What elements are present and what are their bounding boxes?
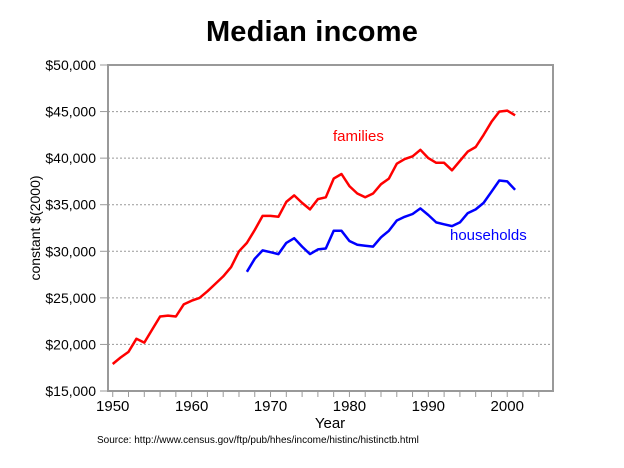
y-tick-label: $30,000 [45,243,96,259]
x-axis: 1950 1960 1970 1980 1990 2000 [96,391,540,415]
series-line-households [245,179,517,273]
y-tick-label: $20,000 [45,336,96,352]
y-tick-label: $25,000 [45,290,96,306]
y-tick-label: $15,000 [45,383,96,399]
y-tick-label: $35,000 [45,197,96,213]
y-tick-label: $40,000 [45,150,96,166]
x-tick-label: 1950 [96,398,129,415]
x-axis-label: Year [315,415,345,432]
x-tick-label: 1960 [175,398,208,415]
series-label-households: households [450,227,527,244]
plot-frame [107,64,554,392]
y-axis-label: constant $(2000) [27,175,43,280]
series-labels: families households [333,128,527,244]
plot-border [107,64,554,392]
x-tick-label: 1970 [254,398,287,415]
series-line-families [111,109,516,365]
x-tick-label: 2000 [491,398,524,415]
x-tick-label: 1980 [333,398,366,415]
chart-title: Median income [205,16,419,48]
y-axis: $15,000 $20,000 $25,000 $30,000 $35,000 $40,0… [45,57,108,399]
y-tick-label: $50,000 [45,57,96,73]
y-tick-label: $45,000 [45,104,96,120]
series-lines [111,109,517,365]
series-label-families: families [333,128,384,145]
source-note: Source: http://www.census.gov/ftp/pub/hh… [97,435,419,446]
x-tick-label: 1990 [412,398,445,415]
